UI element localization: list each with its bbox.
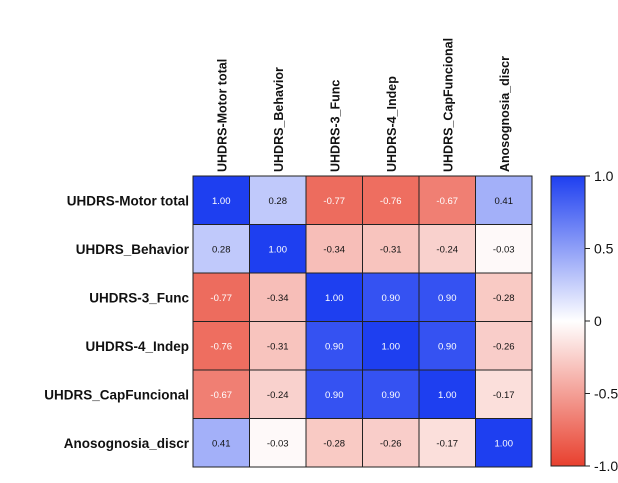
cell-value-label: 0.28 [212,244,231,255]
cell-value-label: -0.17 [436,438,458,449]
cell-value-label: 0.90 [438,341,457,352]
colorbar-tick-label: -1.0 [594,458,618,474]
cell-value-label: 0.90 [438,293,457,304]
heatmap-cell [362,272,420,322]
cell-value-label: 1.00 [495,438,514,449]
heatmap-cell [192,418,250,468]
cell-value-label: -0.67 [210,390,232,401]
heatmap-cell [362,369,420,419]
cell-value-label: 0.90 [382,293,401,304]
column-label: UHDRS_CapFuncional [441,38,455,172]
heatmap-cell [192,321,250,371]
cell-value-label: -0.31 [380,244,402,255]
column-labels: UHDRS-Motor total UHDRS_Behavior UHDRS-3_F… [215,38,512,172]
heatmap-cell [475,224,533,274]
column-label: Anosognosia_discr [498,56,512,172]
heatmap-cell [362,418,420,468]
row-label: UHDRS_Behavior [76,242,190,257]
cell-value-label: -0.67 [436,196,458,207]
cell-value-label: 0.90 [325,390,344,401]
heatmap-cell [305,321,363,371]
heatmap-cell [192,175,250,225]
heatmap-cell [249,175,307,225]
cell-value-label: -0.03 [493,244,515,255]
row-labels: UHDRS-Motor total UHDRS_Behavior UHDRS-3_F… [44,193,190,451]
cell-value-label: -0.34 [267,293,289,304]
row-label: Anosognosia_discr [64,436,190,451]
cell-value-label: 1.00 [382,341,401,352]
heatmap-cell [305,369,363,419]
column-label: UHDRS-3_Func [328,80,342,172]
heatmap-cell [418,418,476,468]
heatmap-cell [475,369,533,419]
cell-value-label: -0.76 [380,196,402,207]
heatmap-cells: 1.00 0.28 -0.77 -0.76 -0.67 0.41 0.28 1.00 -0.34… [192,175,533,468]
colorbar-gradient [550,175,586,467]
heatmap-cell [305,175,363,225]
heatmap-cell [249,224,307,274]
heatmap-cell [475,175,533,225]
heatmap-cell [475,321,533,371]
heatmap-cell [249,272,307,322]
cell-value-label: 0.28 [269,196,288,207]
heatmap-cell [418,321,476,371]
cell-value-label: -0.03 [267,438,289,449]
row-label: UHDRS_CapFuncional [44,387,189,402]
cell-value-label: -0.17 [493,390,515,401]
colorbar-tick-label: 0 [594,313,602,329]
column-label: UHDRS-4_Indep [385,76,399,172]
colorbar-tick-label: 0.5 [594,241,614,257]
heatmap-cell [192,369,250,419]
cell-value-label: 1.00 [269,244,288,255]
cell-value-label: 1.00 [325,293,344,304]
heatmap-cell [418,272,476,322]
heatmap-cell [418,369,476,419]
cell-value-label: -0.26 [493,341,515,352]
cell-value-label: -0.77 [210,293,232,304]
heatmap-cell [362,321,420,371]
colorbar-ticks: 1.0 0.5 0 -0.5 -1.0 [585,168,618,474]
cell-value-label: 0.41 [212,438,231,449]
cell-value-label: -0.28 [493,293,515,304]
cell-value-label: 0.90 [382,390,401,401]
cell-value-label: -0.26 [380,438,402,449]
row-label: UHDRS-Motor total [67,193,189,208]
cell-value-label: 0.90 [325,341,344,352]
cell-value-label: -0.24 [267,390,289,401]
cell-value-label: -0.34 [323,244,345,255]
row-label: UHDRS-3_Func [89,290,189,305]
cell-value-label: -0.24 [436,244,458,255]
row-label: UHDRS-4_Indep [85,339,189,354]
cell-value-label: -0.28 [323,438,345,449]
colorbar-tick-label: -0.5 [594,386,618,402]
heatmap-cell [475,418,533,468]
cell-value-label: -0.76 [210,341,232,352]
heatmap-cell [362,224,420,274]
column-label: UHDRS_Behavior [272,67,286,172]
colorbar-tick-label: 1.0 [594,168,614,184]
heatmap-cell [249,321,307,371]
heatmap-cell [475,272,533,322]
colorbar: 1.0 0.5 0 -0.5 -1.0 [550,168,618,474]
cell-value-label: -0.77 [323,196,345,207]
cell-value-label: -0.31 [267,341,289,352]
cell-value-label: 1.00 [438,390,457,401]
cell-value-label: 1.00 [212,196,231,207]
cell-value-label: 0.41 [495,196,514,207]
column-label: UHDRS-Motor total [215,59,229,172]
